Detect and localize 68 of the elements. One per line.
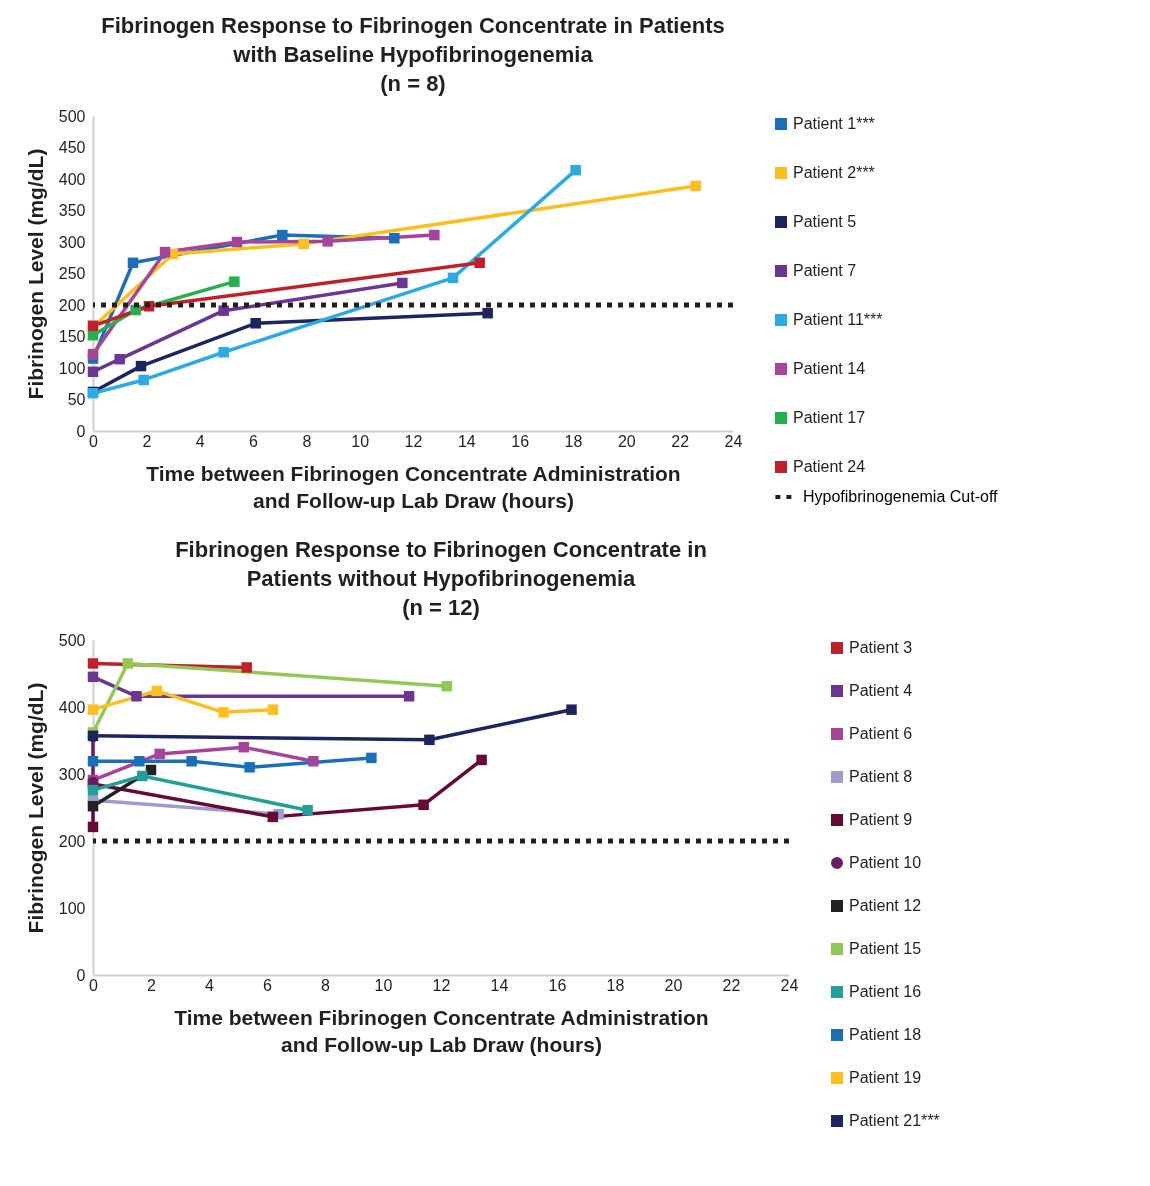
y-tick-label: 200 (58, 832, 86, 850)
y-axis-title: Fibrinogen Level (mg/dL) (23, 682, 47, 934)
legend-label: Hypofibrinogenemia Cut-off (803, 488, 999, 505)
legend-label: Patient 19 (849, 1069, 922, 1086)
legend-label: Patient 3 (849, 639, 913, 656)
legend-label: Patient 10 (849, 854, 922, 871)
legend-label: Patient 17 (793, 409, 866, 426)
legend-label: Patient 14 (793, 360, 866, 377)
x-tick-label: 4 (195, 432, 205, 450)
x-tick-label: 2 (142, 432, 152, 450)
y-tick-label: 200 (58, 296, 86, 314)
y-tick-label: 400 (58, 170, 86, 188)
x-tick-label: 22 (722, 976, 741, 994)
x-tick-label: 22 (671, 432, 690, 450)
legend-label: Patient 1*** (793, 115, 875, 132)
x-tick-label: 12 (432, 976, 451, 994)
x-tick-label: 14 (457, 432, 476, 450)
y-tick-label: 500 (58, 631, 86, 649)
legend-label: Patient 6 (849, 725, 913, 742)
legend-label: Patient 12 (849, 897, 922, 914)
x-tick-label: 20 (664, 976, 683, 994)
legend-label: Patient 7 (793, 262, 857, 279)
legend-label: Patient 2*** (793, 164, 875, 181)
x-tick-label: 8 (321, 976, 331, 994)
legend-label: Patient 24 (793, 458, 866, 475)
y-tick-label: 250 (58, 265, 86, 282)
y-axis-title: Fibrinogen Level (mg/dL) (23, 148, 47, 400)
legend-label: Patient 11*** (793, 311, 883, 328)
legend-label: Patient 21*** (849, 1112, 940, 1129)
y-tick-label: 100 (58, 359, 86, 377)
x-tick-label: 12 (404, 432, 423, 450)
y-tick-label: 300 (58, 233, 86, 251)
y-tick-label: 450 (58, 139, 86, 156)
x-tick-label: 18 (606, 976, 625, 994)
chart-title: Fibrinogen Response to Fibrinogen Concentrate in Patients with Baseline Hypofibrinogenemia (n = 8) (101, 13, 725, 96)
y-tick-label: 350 (58, 202, 86, 219)
y-tick-label: 150 (58, 328, 86, 345)
legend-label: Patient 8 (849, 768, 913, 785)
x-tick-label: 10 (374, 976, 393, 994)
x-tick-label: 10 (351, 432, 370, 450)
chart-title: Fibrinogen Response to Fibrinogen Concentrate in Patients without Hypofibrinogenemia (n = 12) (175, 537, 707, 620)
x-tick-label: 0 (89, 976, 99, 994)
y-tick-label: 500 (58, 107, 86, 125)
legend-label: Patient 15 (849, 940, 922, 957)
x-tick-label: 0 (89, 432, 99, 450)
x-tick-label: 18 (564, 432, 583, 450)
y-tick-label: 50 (67, 391, 86, 408)
x-tick-label: 4 (205, 976, 215, 994)
legend-label: Patient 16 (849, 983, 922, 1000)
x-axis-title: Time between Fibrinogen Concentrate Administration and Follow-up Lab Draw (hours) (174, 1005, 709, 1056)
x-tick-label: 16 (511, 432, 530, 450)
y-tick-label: 400 (58, 698, 86, 716)
legend-label: Patient 5 (793, 213, 857, 230)
x-tick-label: 14 (490, 976, 509, 994)
x-tick-label: 16 (548, 976, 567, 994)
y-tick-label: 300 (58, 765, 86, 783)
y-tick-label: 100 (58, 899, 86, 917)
x-tick-label: 24 (780, 976, 799, 994)
x-axis-title: Time between Fibrinogen Concentrate Administration and Follow-up Lab Draw (hours) (146, 461, 681, 512)
x-tick-label: 24 (724, 432, 743, 450)
x-tick-label: 20 (617, 432, 636, 450)
legend-label: Patient 9 (849, 811, 913, 828)
legend-label: Patient 4 (849, 682, 913, 699)
x-tick-label: 6 (249, 432, 259, 450)
legend-label: Patient 18 (849, 1026, 922, 1043)
x-tick-label: 8 (302, 432, 312, 450)
x-tick-label: 6 (263, 976, 273, 994)
x-tick-label: 2 (147, 976, 157, 994)
